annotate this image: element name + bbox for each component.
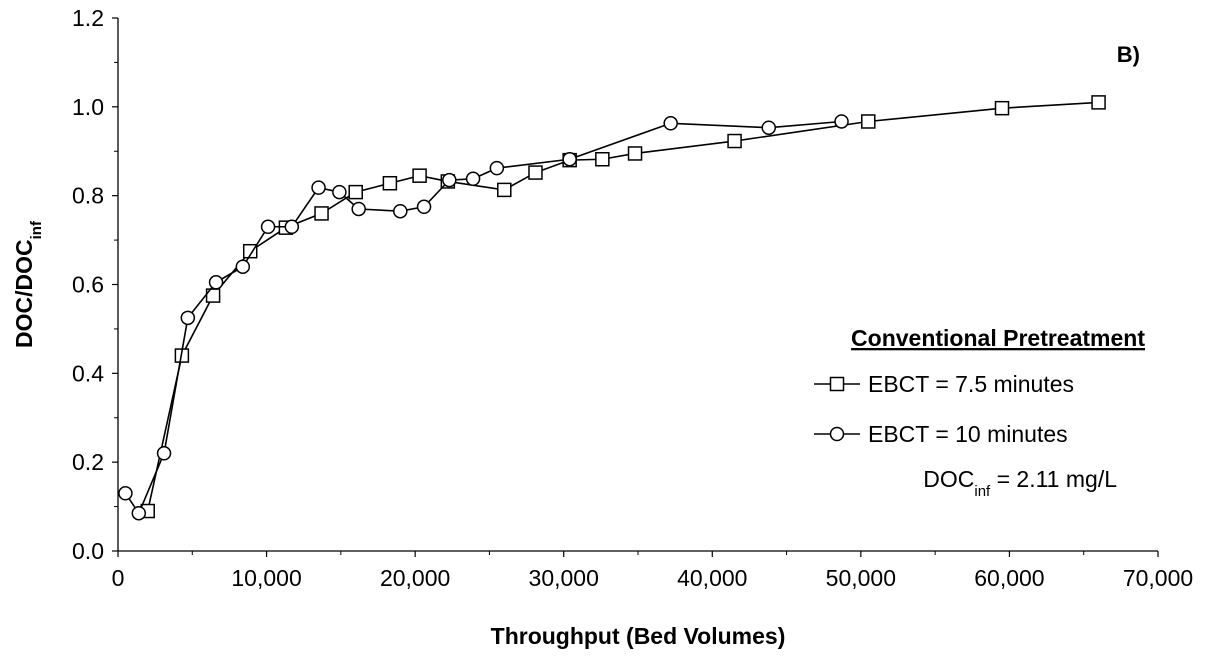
legend-label: EBCT = 10 minutes bbox=[868, 421, 1068, 447]
data-point-square bbox=[412, 168, 427, 183]
y-axis-title-main: DOC/DOC bbox=[11, 239, 37, 348]
data-point-circle bbox=[118, 486, 133, 501]
data-point-circle bbox=[180, 310, 196, 326]
y-axis-title: DOC/DOCinf bbox=[11, 220, 45, 348]
y-tick-label: 0.4 bbox=[72, 360, 104, 386]
data-point-circle bbox=[465, 171, 481, 187]
data-point-circle bbox=[284, 219, 300, 235]
data-point-circle bbox=[351, 201, 366, 217]
data-point-circle bbox=[663, 116, 678, 131]
legend: Conventional Pretreatment EBCT = 7.5 minu… bbox=[814, 325, 1145, 500]
data-point-circle bbox=[442, 172, 457, 188]
y-tick-label: 0.2 bbox=[72, 449, 104, 475]
data-point-square bbox=[528, 165, 543, 180]
x-tick-label: 60,000 bbox=[974, 565, 1044, 591]
data-point-circle bbox=[393, 203, 408, 219]
legend-item-ebct-10: EBCT = 10 minutes bbox=[814, 421, 1068, 447]
legend-note: DOCinf = 2.11 mg/L bbox=[923, 466, 1117, 500]
data-point-square bbox=[595, 151, 610, 167]
legend-note-main: DOC bbox=[923, 466, 974, 492]
data-point-square bbox=[382, 175, 398, 191]
series-line bbox=[146, 101, 1099, 512]
data-point-circle bbox=[416, 199, 432, 215]
data-point-square bbox=[242, 243, 258, 259]
data-point-circle bbox=[562, 151, 577, 167]
data-point-square bbox=[627, 146, 643, 161]
legend-marker-square bbox=[829, 376, 845, 392]
x-axis-title: Throughput (Bed Volumes) bbox=[491, 623, 786, 649]
data-point-circle bbox=[156, 446, 172, 461]
data-point-circle bbox=[208, 275, 224, 290]
x-tick-label: 30,000 bbox=[529, 565, 599, 591]
x-tick-label: 50,000 bbox=[826, 565, 896, 591]
data-point-square bbox=[727, 133, 742, 149]
data-point-square bbox=[348, 184, 363, 200]
legend-title: Conventional Pretreatment bbox=[851, 325, 1145, 351]
series-ebct-7-5 bbox=[140, 95, 1106, 519]
data-point-circle bbox=[260, 219, 276, 235]
panel-label: B) bbox=[1117, 42, 1140, 67]
data-point-square bbox=[314, 206, 329, 221]
y-tick-label: 0.0 bbox=[72, 538, 104, 564]
data-point-square bbox=[205, 288, 221, 303]
y-axis-title-sub: inf bbox=[28, 220, 45, 239]
data-point-square bbox=[1091, 95, 1106, 110]
series-line bbox=[124, 120, 842, 515]
x-tick-label: 10,000 bbox=[231, 565, 301, 591]
data-point-circle bbox=[131, 505, 147, 521]
x-tick-label: 0 bbox=[112, 565, 125, 591]
series-ebct-10 bbox=[118, 114, 849, 521]
data-point-square bbox=[497, 182, 512, 198]
legend-label: EBCT = 7.5 minutes bbox=[868, 371, 1074, 397]
data-point-circle bbox=[311, 180, 326, 195]
y-tick-label: 0.8 bbox=[72, 183, 104, 209]
data-point-circle bbox=[761, 120, 776, 135]
y-tick-label: 0.6 bbox=[72, 272, 104, 298]
data-point-circle bbox=[489, 160, 505, 176]
legend-item-ebct-7-5: EBCT = 7.5 minutes bbox=[814, 371, 1074, 397]
legend-note-rest: = 2.11 mg/L bbox=[990, 466, 1117, 492]
y-tick-label: 1.2 bbox=[72, 5, 104, 31]
data-point-circle bbox=[834, 114, 849, 129]
labels-layer: 0.0 0.2 0.4 0.6 0.8 1.0 1.2 0 10,000 20,000 30,000… bbox=[11, 5, 1193, 649]
y-tick-label: 1.0 bbox=[72, 94, 104, 120]
x-tick-label: 70,000 bbox=[1123, 565, 1193, 591]
x-tick-label: 20,000 bbox=[380, 565, 450, 591]
x-tick-label: 40,000 bbox=[677, 565, 747, 591]
legend-note-sub: inf bbox=[974, 483, 991, 500]
series-layer bbox=[118, 95, 1106, 521]
data-point-square bbox=[994, 100, 1010, 116]
data-point-square bbox=[861, 114, 876, 129]
data-point-circle bbox=[235, 259, 251, 274]
axes bbox=[112, 17, 1159, 557]
data-point-circle bbox=[332, 184, 347, 200]
legend-marker-circle bbox=[829, 426, 845, 442]
